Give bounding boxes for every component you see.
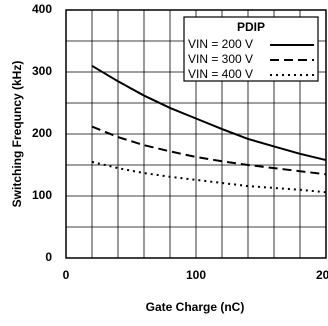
x-tick-label: 0 bbox=[63, 268, 70, 282]
x-tick-label: 100 bbox=[186, 268, 206, 282]
x-tick-label: 200 bbox=[316, 268, 328, 282]
y-axis-label: Switching Frequncy (kHz) bbox=[10, 61, 24, 208]
legend-label: VIN = 400 V bbox=[188, 67, 253, 81]
y-tick-label: 300 bbox=[32, 64, 52, 78]
legend-label: VIN = 300 V bbox=[188, 52, 253, 66]
y-tick-label: 400 bbox=[32, 2, 52, 16]
y-tick-label: 100 bbox=[32, 188, 52, 202]
y-tick-label: 0 bbox=[45, 250, 52, 264]
plot-frame bbox=[65, 9, 327, 259]
legend-title: PDIP bbox=[237, 20, 265, 34]
legend-label: VIN = 200 V bbox=[188, 37, 253, 51]
series-line bbox=[91, 125, 327, 176]
x-axis-label: Gate Charge (nC) bbox=[146, 300, 245, 314]
series-line bbox=[91, 160, 327, 194]
series-line bbox=[91, 64, 327, 162]
y-tick-label: 200 bbox=[32, 126, 52, 140]
legend-box bbox=[183, 16, 319, 82]
